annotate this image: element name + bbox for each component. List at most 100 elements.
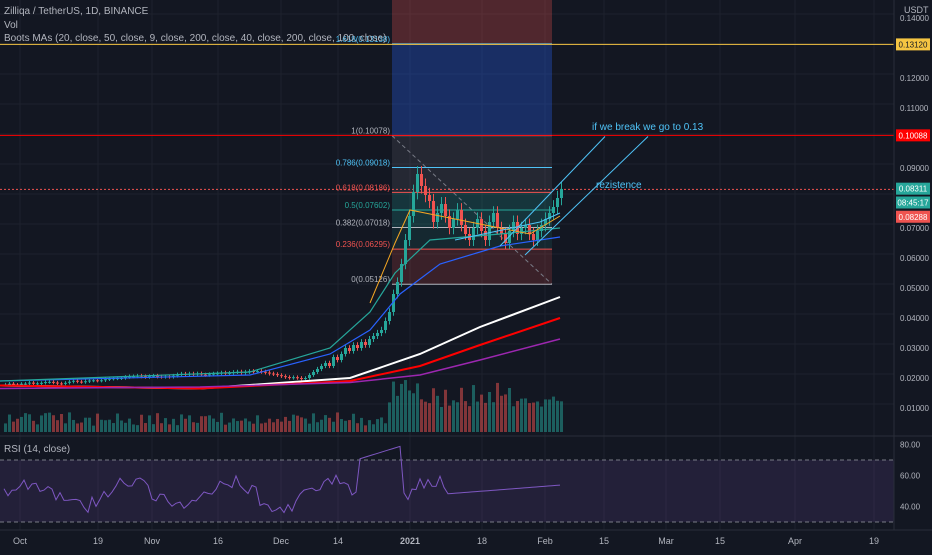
- volume-bar: [296, 416, 299, 432]
- volume-bar: [272, 422, 275, 432]
- candle-body: [552, 207, 555, 213]
- volume-bar: [148, 415, 151, 432]
- price-tick-label: 0.11000: [900, 104, 929, 113]
- volume-bar: [60, 414, 63, 432]
- volume-bar: [524, 398, 527, 432]
- candle-body: [512, 222, 515, 231]
- fib-level-label: 1(0.10078): [351, 127, 390, 136]
- volume-bar: [456, 402, 459, 432]
- volume-bar: [236, 421, 239, 432]
- volume-bar: [160, 423, 163, 432]
- volume-bar: [184, 419, 187, 432]
- volume-bar: [436, 396, 439, 432]
- candle-body: [88, 381, 91, 382]
- volume-bar: [112, 423, 115, 432]
- currency-label: USDT: [904, 5, 929, 15]
- volume-bar: [8, 415, 11, 432]
- candle-body: [536, 231, 539, 240]
- candle-body: [264, 372, 267, 373]
- candle-body: [52, 382, 55, 383]
- volume-bar: [32, 421, 35, 432]
- time-tick-label: 16: [213, 536, 223, 546]
- candle-body: [396, 282, 399, 294]
- price-tick-label: 0.09000: [900, 164, 929, 173]
- candle-body: [292, 377, 295, 378]
- candle-body: [452, 219, 455, 228]
- volume-bar: [108, 420, 111, 432]
- volume-bar: [80, 423, 83, 432]
- fib-level-label: 0.786(0.09018): [336, 158, 391, 167]
- volume-bar: [100, 420, 103, 432]
- volume-bar: [180, 414, 183, 432]
- candle-body: [84, 381, 87, 382]
- volume-bar: [92, 426, 95, 432]
- candle-body: [560, 189, 563, 198]
- rsi-label: RSI (14, close): [4, 444, 70, 455]
- volume-bar: [224, 425, 227, 432]
- candle-body: [92, 380, 95, 381]
- volume-bar: [216, 422, 219, 432]
- candle-body: [528, 225, 531, 234]
- rsi-tick-label: 60.00: [900, 472, 921, 481]
- candle-body: [20, 384, 23, 385]
- candle-body: [256, 371, 259, 372]
- rsi-tick-label: 80.00: [900, 441, 921, 450]
- volume-bar: [332, 422, 335, 432]
- volume-bar: [444, 390, 447, 432]
- volume-bar: [448, 406, 451, 432]
- candle-body: [268, 373, 271, 374]
- volume-bar: [24, 413, 27, 432]
- volume-bar: [372, 424, 375, 432]
- volume-bar: [352, 414, 355, 432]
- fib-level-label: 0.5(0.07602): [345, 201, 391, 210]
- candle-body: [320, 366, 323, 369]
- candle-body: [444, 204, 447, 216]
- volume-bar: [460, 388, 463, 432]
- volume-bar: [468, 406, 471, 432]
- volume-bar: [72, 420, 75, 432]
- candle-body: [364, 342, 367, 345]
- candle-body: [316, 369, 319, 372]
- volume-bar: [28, 414, 31, 432]
- volume-bar: [392, 382, 395, 432]
- candle-body: [72, 381, 75, 382]
- volume-bar: [244, 418, 247, 432]
- price-tick-label: 0.02000: [900, 374, 929, 383]
- volume-bar: [96, 414, 99, 432]
- fib-level-label: 0.382(0.07018): [336, 218, 391, 227]
- volume-bar: [52, 415, 55, 432]
- candle-body: [288, 377, 291, 378]
- volume-bar: [480, 395, 483, 432]
- volume-bar: [304, 419, 307, 432]
- candle-body: [32, 383, 35, 384]
- volume-bar: [44, 413, 47, 432]
- candle-body: [472, 228, 475, 240]
- candle-body: [28, 383, 31, 384]
- volume-bar: [128, 419, 131, 432]
- volume-bar: [380, 417, 383, 432]
- volume-bar: [560, 401, 563, 432]
- volume-bar: [212, 419, 215, 432]
- volume-bar: [228, 423, 231, 432]
- candle-body: [376, 333, 379, 336]
- volume-bar: [156, 413, 159, 432]
- price-tick-label: 0.04000: [900, 314, 929, 323]
- volume-bar: [20, 417, 23, 432]
- volume-bar: [288, 421, 291, 432]
- volume-bar: [520, 399, 523, 432]
- volume-bar: [384, 423, 387, 432]
- candle-body: [492, 213, 495, 222]
- volume-bar: [344, 421, 347, 432]
- candle-body: [496, 213, 499, 228]
- volume-bar: [280, 422, 283, 432]
- time-tick-label: Nov: [144, 536, 161, 546]
- candle-body: [308, 375, 311, 378]
- volume-bar: [536, 401, 539, 432]
- candle-body: [272, 374, 275, 375]
- volume-bar: [340, 419, 343, 432]
- candle-body: [80, 382, 83, 383]
- candle-body: [432, 201, 435, 222]
- volume-bar: [124, 423, 127, 432]
